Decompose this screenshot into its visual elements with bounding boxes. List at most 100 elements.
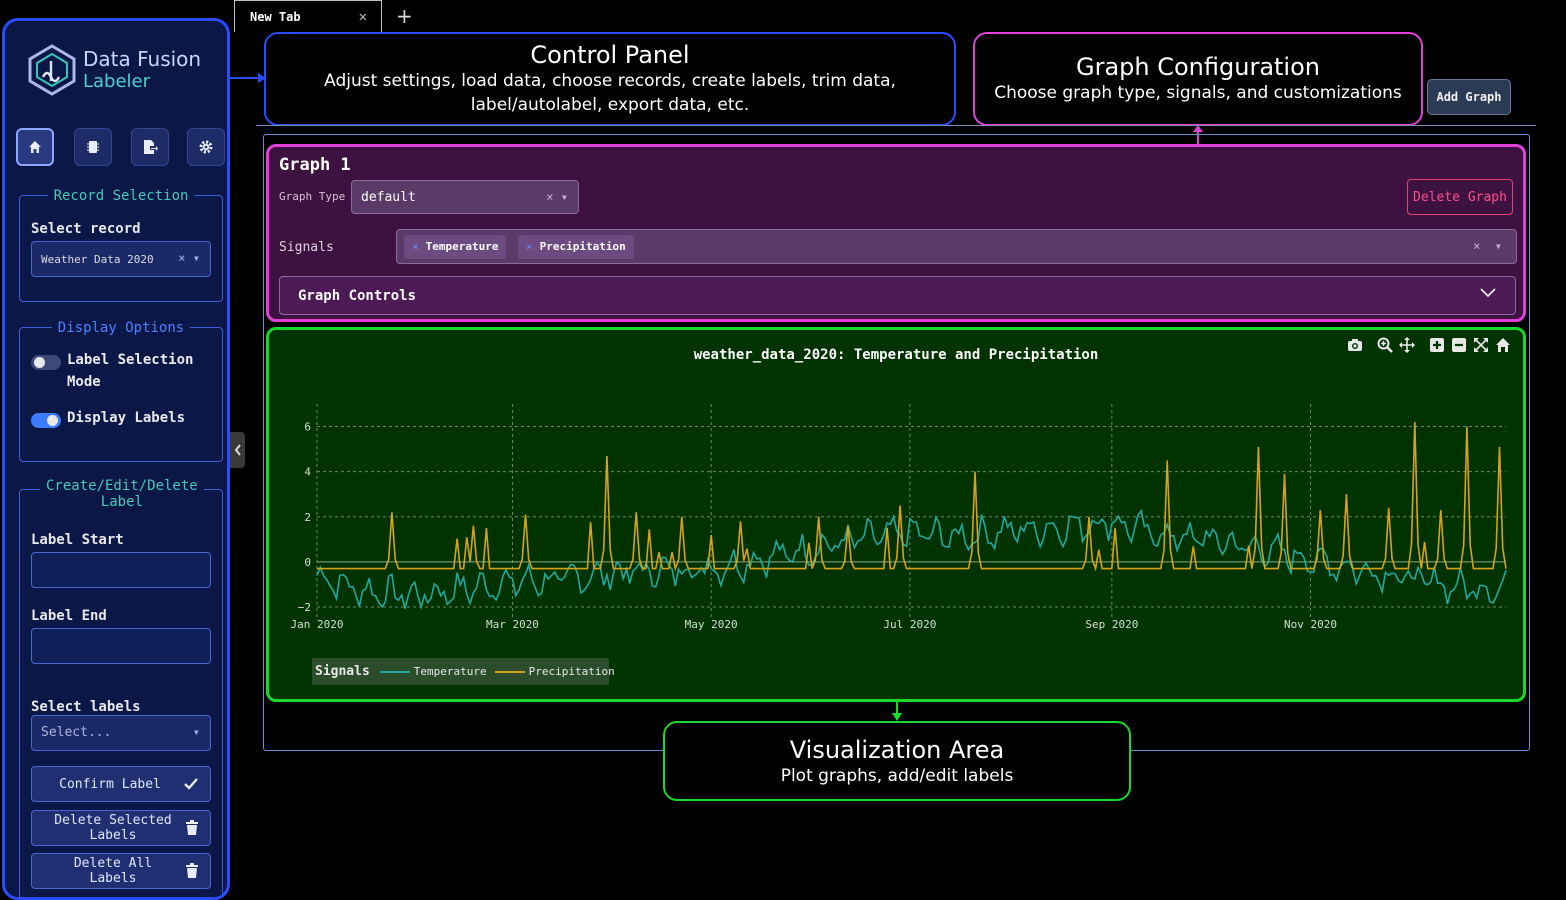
delete-all-text: Delete All Labels xyxy=(73,856,153,886)
zoom-in-icon[interactable] xyxy=(1429,337,1445,353)
select-labels-label: Select labels xyxy=(31,699,141,715)
control-panel-callout-text: Adjust settings, load data, choose recor… xyxy=(324,71,896,115)
graph-controls-accordion[interactable]: Graph Controls xyxy=(279,276,1516,315)
check-icon xyxy=(184,778,198,790)
display-options-section: Display Options Label Selection Mode Dis… xyxy=(19,320,223,462)
camera-icon[interactable] xyxy=(1347,337,1363,353)
graph-type-value: default xyxy=(361,190,416,205)
settings-nav-button[interactable] xyxy=(187,128,225,166)
select-record-label: Select record xyxy=(31,221,141,237)
collapse-sidebar-button[interactable] xyxy=(230,432,245,468)
x-tick-label: Sep 2020 xyxy=(1085,618,1138,631)
tab-label: New Tab xyxy=(250,10,301,24)
label-start-input[interactable] xyxy=(31,552,211,588)
legend-item-precipitation[interactable]: Precipitation xyxy=(494,665,615,678)
x-tick-label: May 2020 xyxy=(685,618,738,631)
trash-icon xyxy=(186,820,198,835)
chevron-down-icon[interactable]: ▾ xyxy=(192,251,200,265)
legend-item-temperature[interactable]: Temperature xyxy=(379,665,487,678)
label-end-label: Label End xyxy=(31,608,107,624)
record-selection-title: Record Selection xyxy=(47,188,195,204)
visualization-area-callout: Visualization Area Plot graphs, add/edit… xyxy=(663,721,1131,801)
labels-select[interactable]: Select... ▾ xyxy=(31,715,211,751)
close-tab-icon[interactable]: ✕ xyxy=(358,9,367,25)
chevron-left-icon xyxy=(234,444,241,456)
delete-selected-text: Delete Selected Labels xyxy=(54,813,172,843)
label-selection-mode-toggle[interactable] xyxy=(31,355,61,370)
x-tick-label: Nov 2020 xyxy=(1284,618,1337,631)
x-tick-label: Jul 2020 xyxy=(883,618,936,631)
labels-select-placeholder: Select... xyxy=(41,725,112,740)
y-tick-label: 0 xyxy=(304,556,311,569)
legend-title: Signals xyxy=(315,664,370,679)
label-edit-section: Create/Edit/Delete Label Label Start Lab… xyxy=(19,478,223,897)
chart-title: weather_data_2020: Temperature and Preci… xyxy=(693,347,1099,363)
delete-selected-labels-button[interactable]: Delete Selected Labels xyxy=(31,810,211,846)
app-logo: Data Fusion Labeler xyxy=(25,43,225,99)
chevron-down-icon[interactable]: ▾ xyxy=(560,190,568,204)
chevron-down-icon[interactable]: ▾ xyxy=(192,725,200,739)
sidebar-nav xyxy=(16,128,226,168)
label-edit-title: Create/Edit/Delete Label xyxy=(40,478,204,510)
export-icon xyxy=(144,140,158,154)
chevron-down-icon[interactable]: ▾ xyxy=(1494,239,1502,253)
record-select[interactable]: Weather Data 2020 × ▾ xyxy=(31,241,211,277)
chip-icon xyxy=(87,141,99,153)
autoscale-icon[interactable] xyxy=(1473,337,1489,353)
clear-icon[interactable]: × xyxy=(178,251,186,265)
signals-multiselect[interactable]: × Temperature × Precipitation × ▾ xyxy=(396,229,1517,264)
graph-type-select[interactable]: default × ▾ xyxy=(351,180,579,214)
tab-new-tab[interactable]: New Tab ✕ xyxy=(234,0,382,32)
chart-legend: Signals Temperature Precipitation xyxy=(312,658,615,685)
graph-configuration-callout-text: Choose graph type, signals, and customiz… xyxy=(994,83,1402,103)
display-labels-toggle[interactable] xyxy=(31,413,61,428)
graph-title: Graph 1 xyxy=(279,155,351,175)
control-panel-callout-title: Control Panel xyxy=(530,41,690,69)
confirm-label-text: Confirm Label xyxy=(59,776,161,792)
legend-label: Precipitation xyxy=(528,665,615,678)
chevron-down-icon xyxy=(1480,288,1496,298)
reset-axes-home-icon[interactable] xyxy=(1495,337,1511,353)
zoom-icon[interactable] xyxy=(1377,337,1393,353)
signal-chip-label: Temperature xyxy=(425,240,499,253)
signal-chip-precipitation[interactable]: × Precipitation xyxy=(518,235,634,259)
line-chart[interactable]: Jan 2020 Mar 2020 May 2020 Jul 2020 Sep 2020… xyxy=(269,330,1523,699)
clear-icon[interactable]: × xyxy=(1473,239,1481,253)
x-tick-label: Mar 2020 xyxy=(486,618,539,631)
arrow-icon xyxy=(892,700,902,721)
graph-type-label: Graph Type xyxy=(279,190,346,203)
app-name-line1: Data Fusion xyxy=(83,47,202,71)
clear-icon[interactable]: × xyxy=(546,190,554,204)
remove-chip-icon[interactable]: × xyxy=(412,240,419,253)
confirm-label-button[interactable]: Confirm Label xyxy=(31,766,211,802)
graph-controls-label: Graph Controls xyxy=(298,288,417,304)
export-nav-button[interactable] xyxy=(131,128,169,166)
signal-chip-temperature[interactable]: × Temperature xyxy=(404,235,507,259)
x-tick-label: Jan 2020 xyxy=(291,618,344,631)
y-tick-label: 4 xyxy=(304,466,311,479)
remove-chip-icon[interactable]: × xyxy=(526,240,533,253)
plot-modebar xyxy=(1347,337,1511,353)
add-graph-button[interactable]: Add Graph xyxy=(1427,79,1511,115)
signals-label: Signals xyxy=(279,240,334,255)
series-line-temperature xyxy=(316,508,1507,610)
legend-swatch xyxy=(494,670,525,673)
app-name-line2: Labeler xyxy=(83,71,151,92)
display-options-title: Display Options xyxy=(51,320,191,336)
add-tab-icon[interactable]: + xyxy=(396,4,413,28)
home-nav-button[interactable] xyxy=(16,128,54,166)
zoom-out-icon[interactable] xyxy=(1451,337,1467,353)
delete-all-labels-button[interactable]: Delete All Labels xyxy=(31,853,211,889)
arrow-icon xyxy=(229,73,266,83)
trash-icon xyxy=(186,863,198,878)
y-tick-label: 2 xyxy=(304,511,311,524)
visualization-area-callout-text: Plot graphs, add/edit labels xyxy=(780,766,1014,786)
y-tick-label: −2 xyxy=(298,601,311,614)
graph-config-card: Graph 1 Graph Type default × ▾ Delete Gr… xyxy=(266,144,1526,322)
delete-graph-button[interactable]: Delete Graph xyxy=(1407,179,1513,215)
pan-icon[interactable] xyxy=(1399,337,1415,353)
chip-nav-button[interactable] xyxy=(74,128,112,166)
label-end-input[interactable] xyxy=(31,628,211,664)
gear-icon xyxy=(199,140,213,154)
arrow-icon xyxy=(1193,125,1203,144)
